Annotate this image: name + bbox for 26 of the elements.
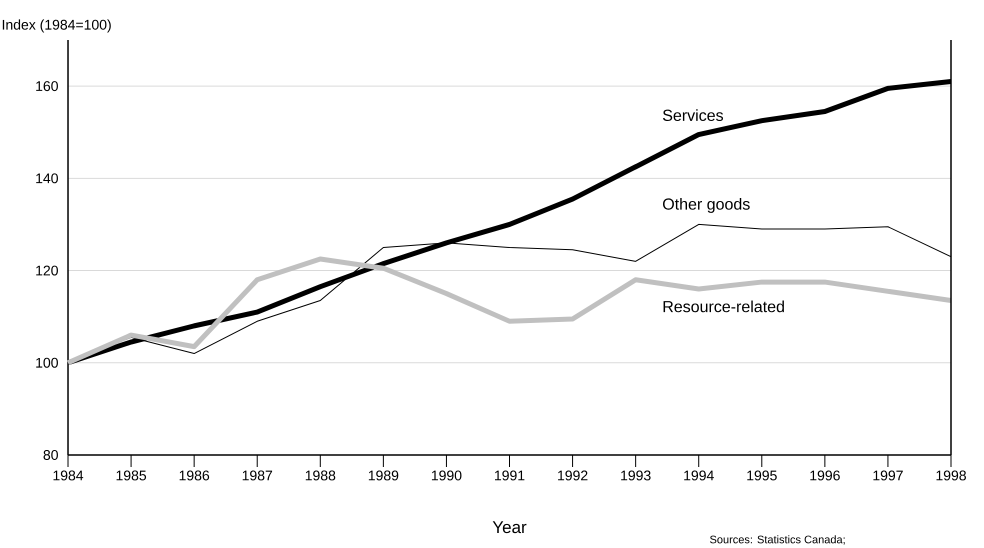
y-tick-label: 100: [36, 358, 58, 368]
x-tick-label: 1994: [684, 470, 714, 480]
x-tick-label: 1996: [810, 470, 840, 480]
y-tick-label: 160: [36, 81, 58, 92]
x-tick-label: 1992: [558, 470, 588, 480]
x-tick-label: 1993: [621, 470, 651, 480]
x-tick-label: 1986: [180, 470, 210, 480]
x-tick-label: 1998: [936, 470, 966, 480]
source-note: Sources: Statistics Canada;: [710, 535, 845, 545]
x-tick-label: 1991: [495, 470, 524, 480]
series-label: Services: [662, 109, 724, 121]
series-label: Resource-related: [664, 300, 784, 312]
x-tick-label: 1988: [306, 470, 336, 480]
x-tick-label: 1995: [747, 470, 777, 480]
y-tick-label: 120: [36, 266, 58, 276]
x-tick-label: 1989: [368, 470, 398, 480]
x-axis-title: Year: [492, 521, 526, 534]
series-label: Other goods: [663, 198, 750, 213]
y-tick-label: 140: [36, 173, 58, 184]
x-tick-label: 1985: [116, 470, 146, 480]
x-tick-label: 1997: [873, 470, 903, 480]
x-tick-label: 1987: [242, 470, 272, 480]
x-tick-label: 1990: [432, 470, 462, 480]
y-tick-label: 80: [44, 450, 58, 460]
y-axis-title: Index (1984=100): [2, 19, 111, 32]
x-tick-label: 1984: [54, 470, 84, 480]
